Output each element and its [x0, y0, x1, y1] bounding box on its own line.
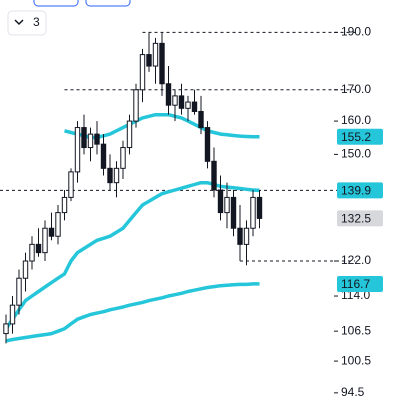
candle-body — [126, 120, 133, 149]
candle-body — [224, 196, 230, 214]
candle-body — [22, 260, 29, 279]
candle-body — [74, 127, 81, 173]
top-button[interactable] — [85, 0, 131, 7]
candle-body — [211, 160, 217, 191]
y-tick-label: 150.0 — [341, 147, 371, 161]
price-marker — [337, 128, 383, 145]
price-marker — [337, 275, 383, 292]
y-tick-label: 106.5 — [341, 323, 371, 337]
candle-body — [81, 127, 87, 149]
candle-body — [178, 95, 185, 109]
y-tick-label: 190.0 — [341, 25, 371, 39]
candle-body — [204, 127, 211, 162]
price-marker — [337, 210, 383, 227]
candle-body — [152, 42, 159, 67]
candle-body — [94, 133, 100, 145]
moving-average — [64, 112, 260, 140]
candle-body — [16, 277, 22, 306]
candle-body — [3, 323, 9, 335]
chevron-icon — [14, 19, 24, 26]
candle-body — [9, 304, 16, 325]
price-marker-label: 139.9 — [341, 184, 371, 198]
candle-body — [250, 196, 256, 229]
candle-body — [198, 110, 204, 129]
candle-body — [185, 101, 191, 109]
candle-body — [191, 101, 198, 112]
moving-average — [4, 180, 260, 330]
candle-body — [139, 54, 146, 91]
candle-body — [61, 196, 68, 214]
candle-body — [230, 196, 237, 229]
y-tick-label: 100.5 — [341, 353, 371, 367]
y-tick-label: 170.0 — [341, 82, 371, 96]
candle-body — [29, 243, 35, 262]
candle-body — [113, 167, 120, 184]
price-axis: 190.0170.0160.0150.0122.0114.0106.5100.5… — [334, 25, 383, 399]
price-marker-label: 116.7 — [341, 277, 370, 291]
candle-body — [42, 227, 48, 254]
candle-body — [133, 89, 139, 122]
moving-average — [5, 282, 260, 343]
candle-body — [237, 227, 243, 245]
candle-body — [68, 171, 74, 198]
candle-body — [165, 83, 172, 106]
y-tick-label: 160.0 — [341, 113, 371, 127]
price-marker — [337, 182, 383, 199]
price-marker-label: 132.5 — [341, 212, 371, 226]
layer-toggle[interactable] — [7, 10, 47, 36]
candle-body — [243, 227, 250, 245]
candle-body — [256, 196, 263, 219]
candle-body — [159, 42, 165, 85]
price-marker-label: 155.2 — [341, 130, 371, 144]
candle-body — [100, 143, 107, 169]
plot — [0, 31, 355, 344]
candle-body — [55, 212, 61, 237]
candle-body — [35, 243, 42, 254]
candle-body — [87, 133, 94, 149]
candle-body — [217, 189, 224, 214]
y-tick-label: 122.0 — [341, 253, 371, 267]
candle-body — [120, 147, 126, 169]
candle-body — [172, 95, 178, 106]
candle-body — [107, 167, 113, 184]
candle-body — [146, 54, 152, 67]
y-tick-label: 94.5 — [341, 385, 365, 399]
top-button[interactable] — [33, 0, 79, 7]
layer-count: 3 — [33, 15, 40, 29]
candle-body — [48, 227, 55, 237]
